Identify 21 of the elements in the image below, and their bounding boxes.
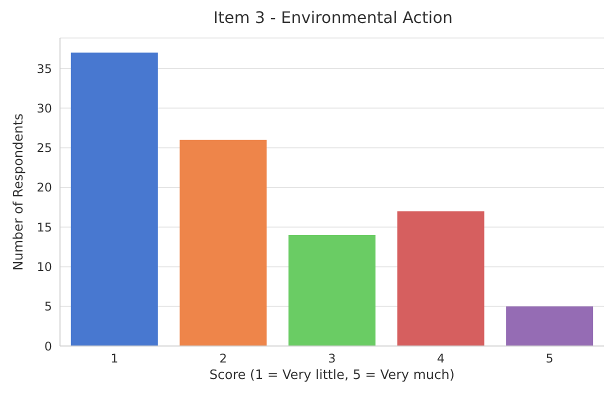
y-tick-label: 25 xyxy=(36,141,52,156)
x-axis-title: Score (1 = Very little, 5 = Very much) xyxy=(209,368,455,383)
bar xyxy=(506,306,594,346)
bar xyxy=(70,52,158,346)
y-axis-title: Number of Respondents xyxy=(12,113,27,271)
bar xyxy=(397,211,484,346)
y-tick-label: 5 xyxy=(44,300,52,314)
bar xyxy=(288,235,376,346)
y-tick-label: 10 xyxy=(36,260,52,274)
x-tick-label: 2 xyxy=(219,352,228,366)
chart-title: Item 3 - Environmental Action xyxy=(212,8,454,27)
y-tick-label: 15 xyxy=(36,220,52,234)
y-tick-label: 30 xyxy=(36,101,52,116)
x-tick-label: 1 xyxy=(110,352,118,366)
x-tick-label: 3 xyxy=(328,352,336,366)
bar xyxy=(180,140,267,346)
y-tick-label: 20 xyxy=(36,180,52,195)
y-tick-label: 35 xyxy=(36,62,52,76)
x-tick-label: 5 xyxy=(546,352,554,366)
x-tick-label: 4 xyxy=(436,352,445,366)
y-tick-label: 0 xyxy=(44,339,52,354)
